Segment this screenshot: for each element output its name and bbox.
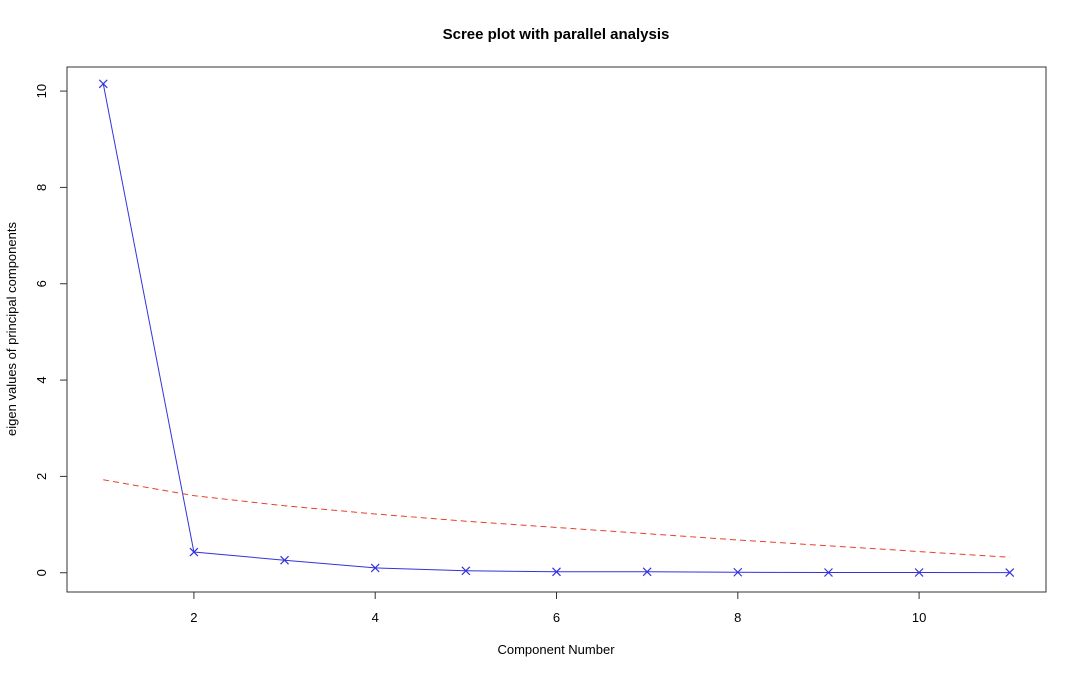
y-tick-label: 4 [34,376,49,383]
y-axis-label: eigen values of principal components [4,222,19,436]
axes: 2 4 6 8 10 0 2 4 6 8 10 [34,84,926,625]
y-tick-label: 8 [34,184,49,191]
data-point-marker [1005,568,1015,578]
data-point-marker [552,567,561,577]
data-point-marker [189,547,199,557]
data-point-marker [824,568,833,577]
data-point-marker [370,563,380,573]
y-tick-label: 10 [34,84,49,98]
x-tick-label: 10 [912,610,926,625]
chart-title: Scree plot with parallel analysis [443,26,670,43]
series-line-1 [103,479,1010,558]
data-point-marker [642,567,652,577]
data-point-marker [914,568,924,577]
y-tick-label: 6 [34,280,49,287]
data-point-marker [98,79,108,89]
x-tick-label: 8 [734,610,741,625]
x-tick-label: 2 [190,610,197,625]
x-tick-label: 6 [553,610,560,625]
x-axis-label: Component Number [497,642,615,657]
series-line-0 [102,83,1010,574]
data-point-marker [461,566,471,576]
data-point-marker [733,567,743,577]
series-layer [98,79,1015,578]
y-tick-label: 0 [34,569,49,576]
plot-frame [66,66,1047,593]
data-point-marker [280,555,289,565]
y-tick-label: 2 [34,473,49,480]
x-tick-label: 4 [372,610,379,625]
